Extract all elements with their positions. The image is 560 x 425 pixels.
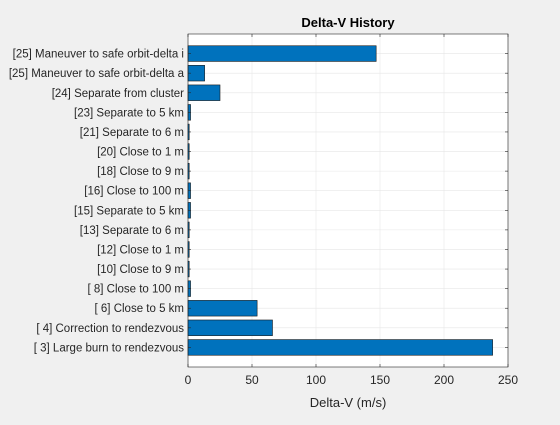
plot-area [188, 34, 508, 367]
x-tick-label: 50 [245, 373, 259, 387]
y-tick-label: [10] Close to 9 m [97, 264, 184, 276]
tick-marks [187, 34, 509, 367]
y-tick-label: [16] Close to 100 m [84, 186, 184, 198]
x-tick-label: 0 [185, 373, 192, 387]
y-tick-label: [23] Separate to 5 km [74, 107, 184, 119]
x-tick-label: 100 [306, 373, 326, 387]
x-axis-label: Delta-V (m/s) [310, 395, 387, 410]
chart-title: Delta-V History [301, 15, 395, 30]
y-tick-label: [18] Close to 9 m [97, 166, 184, 178]
x-tick-label: 200 [434, 373, 454, 387]
y-tick-label: [15] Separate to 5 km [74, 205, 184, 217]
y-tick-label: [ 8] Close to 100 m [87, 284, 184, 296]
y-tick-label: [25] Maneuver to safe orbit-delta i [13, 49, 184, 61]
axes-box [187, 33, 509, 368]
bar [187, 300, 258, 317]
y-tick-label: [12] Close to 1 m [97, 244, 184, 256]
y-tick-label: [ 4] Correction to rendezvous [36, 323, 184, 335]
y-tick-label: [ 6] Close to 5 km [95, 303, 184, 315]
y-tick-label: [21] Separate to 6 m [80, 127, 184, 139]
x-tick-label: 150 [370, 373, 390, 387]
bar [187, 45, 377, 62]
x-tick-labels: 0 50 100 150 200 250 [185, 373, 519, 387]
y-tick-label: [13] Separate to 6 m [80, 225, 184, 237]
y-tick-label: [24] Separate from cluster [52, 88, 184, 100]
y-tick-label: [20] Close to 1 m [97, 147, 184, 159]
bar [187, 339, 493, 356]
x-tick-label: 250 [498, 373, 518, 387]
y-tick-label: [25] Maneuver to safe orbit-delta a [9, 68, 185, 80]
bar [187, 84, 221, 101]
y-tick-label: [ 3] Large burn to rendezvous [34, 342, 184, 354]
bar [187, 319, 273, 336]
y-tick-labels: [ 3] Large burn to rendezvous [ 4] Correc… [9, 49, 185, 355]
